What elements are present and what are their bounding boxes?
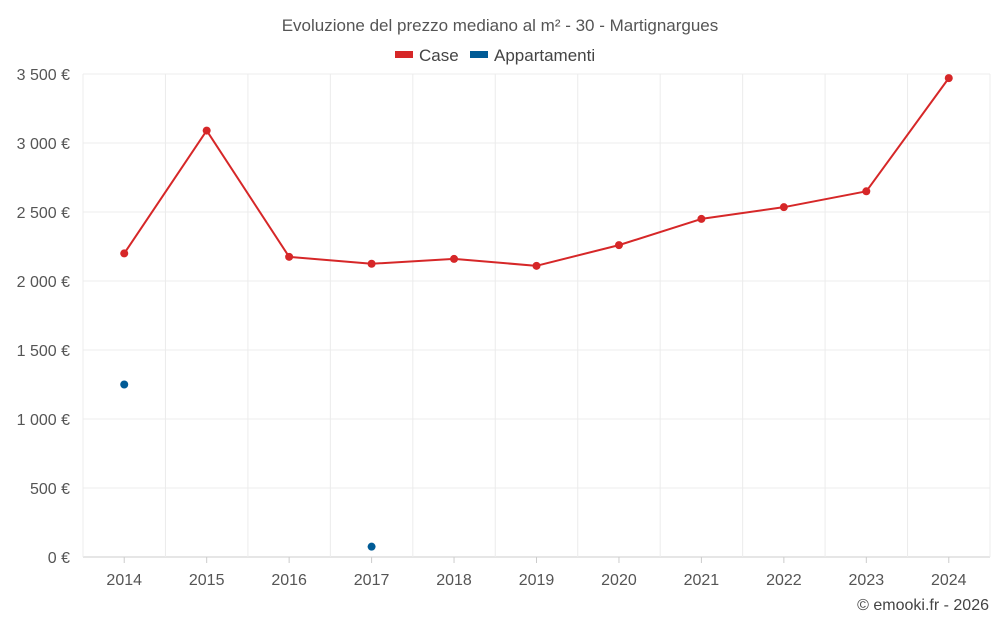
series-layer	[120, 74, 953, 551]
y-tick-label: 2 500 €	[17, 205, 70, 222]
y-tick-label: 500 €	[30, 481, 70, 498]
credit-text: © emooki.fr - 2026	[857, 597, 989, 614]
x-tick-label: 2024	[931, 572, 967, 589]
y-tick-label: 3 000 €	[17, 136, 70, 153]
series-appartamenti	[120, 380, 376, 551]
y-tick-label: 0 €	[48, 550, 70, 567]
legend-item-appartamenti[interactable]: Appartamenti	[470, 46, 595, 65]
legend-label-case: Case	[419, 46, 459, 65]
legend-item-case[interactable]: Case	[395, 46, 459, 65]
data-point-case[interactable]	[944, 74, 953, 83]
data-point-case[interactable]	[862, 187, 871, 196]
data-point-case[interactable]	[120, 249, 129, 258]
legend-label-appartamenti: Appartamenti	[494, 46, 595, 65]
gridlines	[82, 73, 991, 558]
x-tick-label: 2019	[519, 572, 555, 589]
legend-swatch-appartamenti	[470, 51, 488, 58]
chart-title: Evoluzione del prezzo mediano al m² - 30…	[282, 16, 719, 35]
series-case	[120, 74, 953, 270]
data-point-case[interactable]	[450, 254, 459, 263]
y-tick-label: 3 500 €	[17, 67, 70, 84]
data-point-case[interactable]	[697, 214, 706, 223]
y-tick-label: 1 500 €	[17, 343, 70, 360]
data-point-case[interactable]	[367, 259, 376, 268]
x-tick-label: 2018	[436, 572, 472, 589]
x-tick-label: 2023	[849, 572, 885, 589]
data-point-case[interactable]	[202, 126, 211, 135]
data-point-case[interactable]	[532, 261, 541, 270]
data-point-case[interactable]	[614, 241, 623, 250]
y-tick-label: 2 000 €	[17, 274, 70, 291]
x-tick-label: 2016	[271, 572, 307, 589]
x-tick-label: 2015	[189, 572, 225, 589]
data-point-appartamenti[interactable]	[367, 542, 376, 551]
x-tick-label: 2022	[766, 572, 802, 589]
data-point-case[interactable]	[285, 252, 294, 261]
x-tick-label: 2021	[684, 572, 720, 589]
x-tick-label: 2017	[354, 572, 390, 589]
y-tick-label: 1 000 €	[17, 412, 70, 429]
data-point-case[interactable]	[779, 203, 788, 212]
legend-swatch-case	[395, 51, 413, 58]
y-axis: 0 € 500 € 1 000 € 1 500 € 2 000 € 2 500 € 3 00…	[17, 67, 70, 567]
x-tick-label: 2014	[106, 572, 142, 589]
data-point-appartamenti[interactable]	[120, 380, 129, 389]
legend: Case Appartamenti	[395, 46, 595, 65]
x-axis: 2014 2015 2016 2017 2018 2019 2020 2021 2022 2023…	[106, 557, 967, 589]
x-tick-label: 2020	[601, 572, 637, 589]
